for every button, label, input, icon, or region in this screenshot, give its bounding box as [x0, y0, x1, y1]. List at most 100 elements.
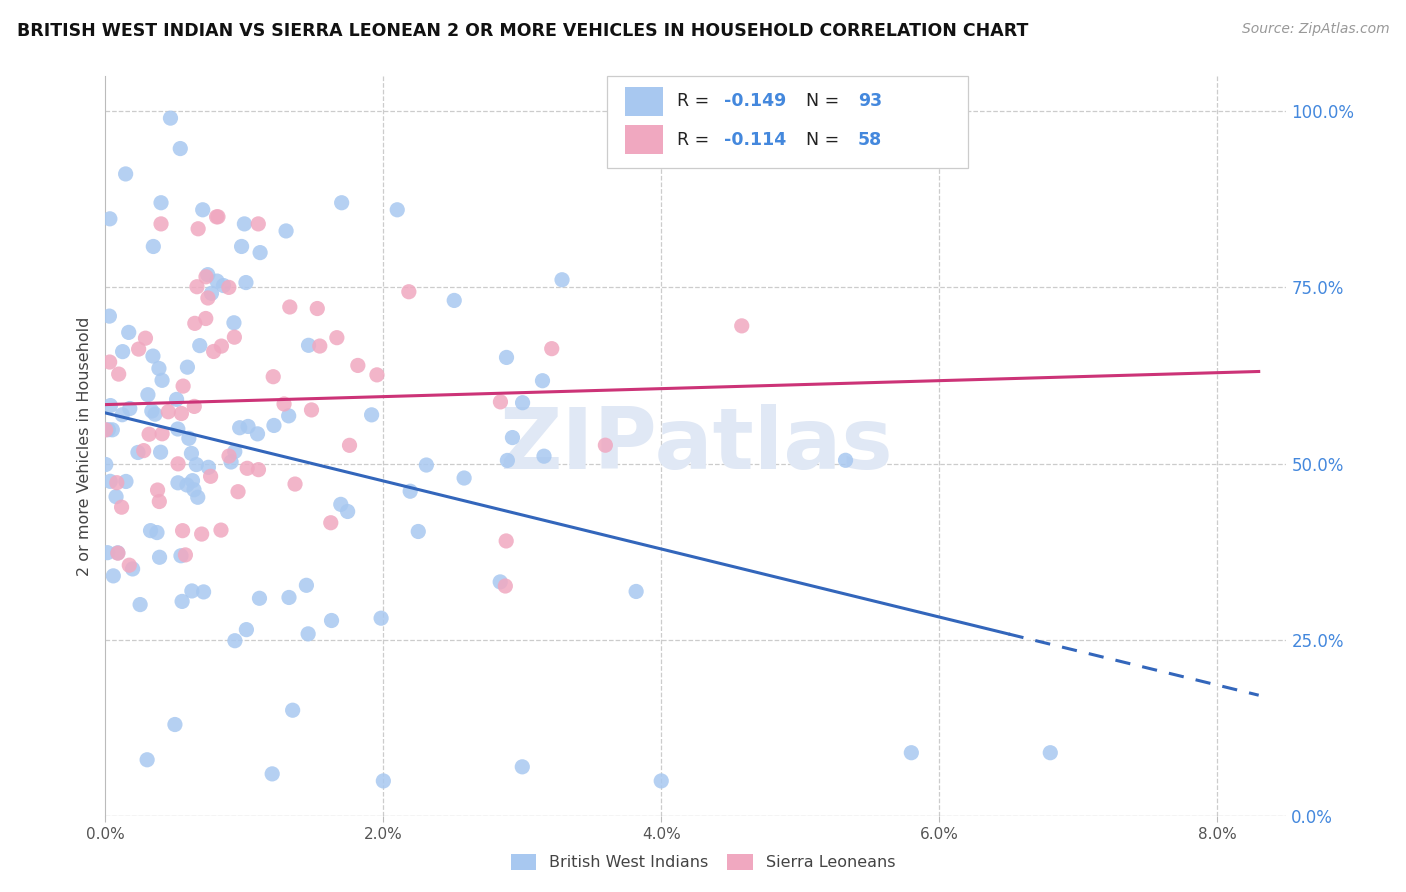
Text: R =: R =	[678, 93, 714, 111]
Point	[297, 338, 319, 352]
Point	[218, 280, 240, 294]
Point	[136, 387, 159, 401]
Point	[103, 569, 125, 583]
Point	[98, 211, 121, 226]
Point	[200, 469, 222, 483]
Point	[101, 423, 124, 437]
Point	[533, 449, 555, 463]
Point	[181, 474, 204, 488]
Point	[187, 490, 209, 504]
Point	[186, 279, 208, 293]
Point	[118, 558, 141, 573]
Point	[98, 355, 121, 369]
Point	[180, 583, 202, 598]
Point	[127, 445, 149, 459]
Point	[96, 546, 118, 560]
Point	[194, 311, 217, 326]
Text: N =: N =	[796, 93, 845, 111]
Point	[235, 623, 257, 637]
Point	[278, 591, 301, 605]
Point	[148, 494, 170, 508]
Point	[146, 483, 169, 497]
Point	[157, 405, 180, 419]
Point	[249, 591, 271, 606]
Point	[453, 471, 475, 485]
Point	[172, 379, 194, 393]
Text: ZIPatlas: ZIPatlas	[499, 404, 893, 488]
Point	[148, 550, 170, 565]
Point	[501, 431, 523, 445]
Point	[184, 317, 207, 331]
Point	[170, 407, 193, 421]
Point	[224, 330, 246, 344]
Point	[98, 309, 121, 323]
Point	[510, 760, 533, 774]
Point	[233, 217, 256, 231]
Point	[308, 339, 330, 353]
Point	[110, 500, 132, 515]
Point	[347, 359, 370, 373]
Point	[443, 293, 465, 308]
Point	[247, 463, 270, 477]
Point	[273, 397, 295, 411]
Point	[200, 286, 222, 301]
Point	[105, 490, 128, 504]
Point	[146, 525, 169, 540]
Point	[121, 562, 143, 576]
Point	[129, 598, 152, 612]
Point	[188, 338, 211, 352]
Point	[224, 444, 246, 458]
Legend: British West Indians, Sierra Leoneans: British West Indians, Sierra Leoneans	[505, 848, 901, 877]
Text: N =: N =	[796, 130, 845, 149]
Point	[262, 767, 284, 781]
Text: -0.114: -0.114	[724, 130, 786, 149]
Point	[136, 753, 159, 767]
Point	[246, 426, 269, 441]
Point	[235, 276, 257, 290]
Point	[277, 409, 299, 423]
Point	[329, 497, 352, 511]
Point	[278, 300, 301, 314]
Point	[595, 438, 617, 452]
Point	[176, 360, 198, 375]
Point	[191, 202, 214, 217]
Point	[321, 614, 343, 628]
Point	[97, 423, 120, 437]
Point	[195, 269, 218, 284]
Point	[139, 524, 162, 538]
Point	[193, 585, 215, 599]
Point	[190, 527, 212, 541]
Point	[284, 477, 307, 491]
Text: BRITISH WEST INDIAN VS SIERRA LEONEAN 2 OR MORE VEHICLES IN HOUSEHOLD CORRELATIO: BRITISH WEST INDIAN VS SIERRA LEONEAN 2 …	[17, 22, 1028, 40]
Point	[512, 395, 534, 409]
Point	[170, 549, 193, 563]
Point	[650, 773, 672, 788]
Point	[228, 421, 250, 435]
Point	[531, 374, 554, 388]
Point	[231, 239, 253, 253]
Point	[94, 423, 117, 437]
Point	[307, 301, 329, 316]
Point	[489, 395, 512, 409]
Point	[177, 431, 200, 445]
Point	[489, 574, 512, 589]
Point	[134, 331, 156, 345]
Point	[118, 401, 141, 416]
Point	[150, 195, 173, 210]
Point	[551, 273, 574, 287]
Point	[222, 316, 245, 330]
Point	[187, 221, 209, 235]
Point	[128, 342, 150, 356]
Point	[100, 399, 122, 413]
Point	[406, 524, 429, 539]
Point	[115, 475, 138, 489]
Text: 58: 58	[858, 130, 882, 149]
Point	[297, 627, 319, 641]
Point	[105, 475, 128, 490]
Point	[167, 475, 190, 490]
Point	[166, 422, 188, 436]
Point	[281, 703, 304, 717]
Y-axis label: 2 or more Vehicles in Household: 2 or more Vehicles in Household	[77, 317, 93, 575]
Point	[366, 368, 388, 382]
Point	[1039, 746, 1062, 760]
